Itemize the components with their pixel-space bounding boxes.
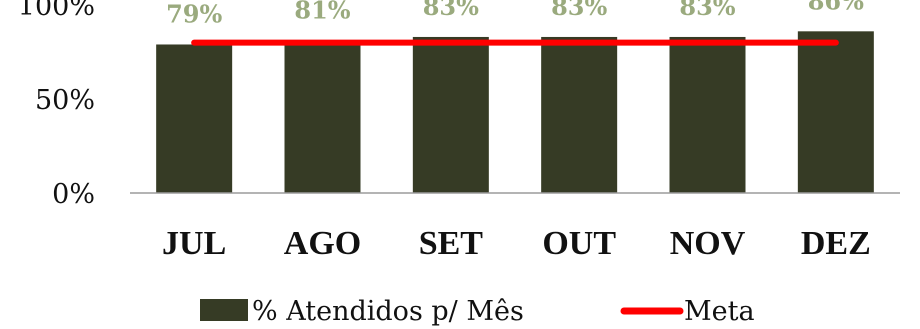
- y-tick-label: 0%: [52, 179, 95, 210]
- x-tick-label: OUT: [542, 225, 616, 262]
- y-tick-label: 50%: [35, 85, 95, 116]
- x-tick-label: NOV: [670, 225, 746, 262]
- x-axis: JUL AGO SET OUT NOV DEZ: [130, 192, 900, 262]
- x-tick-label: SET: [419, 225, 484, 262]
- data-label: 83%: [551, 0, 607, 21]
- bar-jul: [156, 44, 233, 194]
- data-label: 83%: [423, 0, 479, 21]
- x-tick-label: AGO: [284, 225, 361, 262]
- bar-series: [156, 31, 874, 194]
- legend-label-meta: Meta: [684, 296, 755, 327]
- legend-label-bars: % Atendidos p/ Mês: [252, 296, 524, 327]
- legend: % Atendidos p/ Mês Meta: [200, 296, 755, 327]
- data-labels: 79% 81% 83% 83% 83% 86%: [166, 0, 864, 28]
- legend-swatch-bars: [200, 299, 248, 321]
- y-tick-label: 100%: [18, 0, 95, 22]
- data-label: 86%: [808, 0, 864, 15]
- data-label: 81%: [294, 0, 350, 25]
- data-label: 83%: [679, 0, 735, 21]
- bar-ago: [284, 40, 361, 193]
- bar-set: [412, 36, 489, 194]
- bar-out: [541, 36, 618, 194]
- bar-dez: [797, 31, 874, 193]
- y-axis: 0% 50% 100%: [18, 0, 95, 210]
- x-tick-label: DEZ: [801, 225, 871, 262]
- data-label: 79%: [166, 0, 222, 28]
- bar-nov: [669, 36, 746, 194]
- x-tick-label: JUL: [162, 225, 226, 262]
